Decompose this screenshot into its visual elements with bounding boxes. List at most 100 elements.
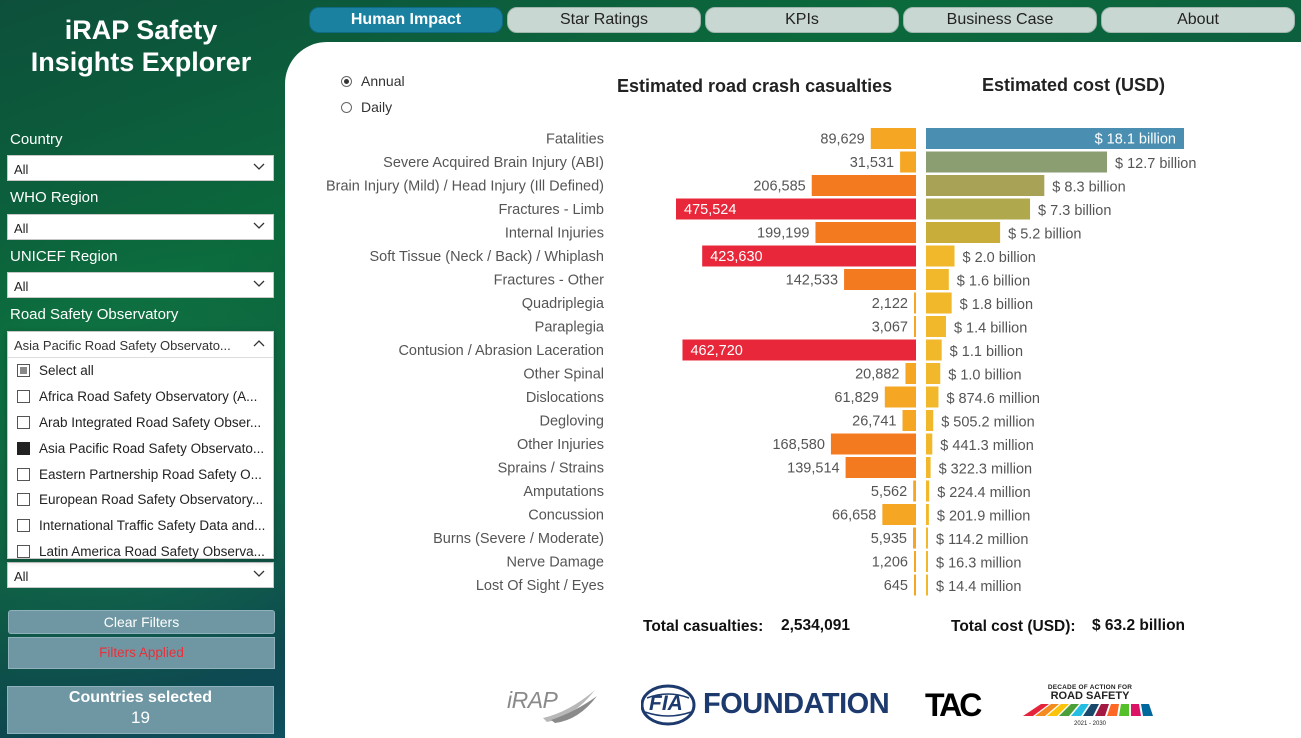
casualty-bar[interactable] [882,504,916,525]
casualty-value-label: 66,658 [832,508,876,524]
country-select-value: All [14,162,29,177]
cost-bar[interactable] [926,245,955,267]
cost-bar[interactable] [926,504,929,525]
checkbox-icon[interactable] [17,415,30,429]
country-select[interactable]: All [7,155,274,181]
category-label: Quadriplegia [522,296,605,312]
observatory-option[interactable]: Select all [8,358,273,384]
casualty-bar[interactable] [913,527,916,549]
cost-bar[interactable] [926,339,942,361]
total-casualties-label: Total casualties: [643,618,764,635]
cost-bar[interactable] [926,386,939,408]
checkbox-icon[interactable] [17,364,30,378]
casualty-value-label: 2,122 [872,296,908,312]
casualty-value-label: 206,585 [753,179,805,195]
casualty-bar[interactable] [902,410,916,431]
casualty-value-label: 5,562 [871,484,907,500]
cost-bar[interactable] [926,433,933,455]
cost-bar[interactable] [926,128,1184,149]
tab-kpis[interactable]: KPIs [705,7,899,33]
fia-foundation-text: FOUNDATION [703,688,890,720]
casualty-bar[interactable] [815,222,916,243]
cost-bar[interactable] [926,527,928,549]
app-title-line1: iRAP Safety [64,15,218,45]
observatory-option[interactable]: European Road Safety Observatory... [8,487,273,513]
tac-logo: TAC [925,687,995,723]
cost-bar[interactable] [926,574,928,596]
casualty-bar[interactable] [702,245,916,267]
observatory-option[interactable]: Eastern Partnership Road Safety O... [8,461,273,487]
main-panel: Annual Daily Estimated road crash casual… [285,42,1301,738]
casualty-bar[interactable] [913,480,916,502]
observatory-option[interactable]: Arab Integrated Road Safety Obser... [8,410,273,436]
observatory-select[interactable]: Asia Pacific Road Safety Observato... [8,332,273,358]
tab-star-ratings[interactable]: Star Ratings [507,7,701,33]
cost-bar[interactable] [926,222,1001,243]
radio-daily[interactable]: Daily [341,99,392,115]
countries-selected-label: Countries selected [68,689,213,706]
observatory-option[interactable]: Latin America Road Safety Observa... [8,539,273,565]
cost-value-label: $ 16.3 million [936,556,1021,572]
casualty-bar[interactable] [900,151,916,173]
casualty-bar[interactable] [676,198,916,220]
cost-bar[interactable] [926,175,1045,196]
casualty-bar[interactable] [844,269,916,290]
casualties-chart-title: Estimated road crash casualties [617,76,893,96]
casualty-bar[interactable] [830,433,916,455]
checkbox-icon[interactable] [17,519,30,533]
casualty-bar[interactable] [884,386,916,408]
app-title-line2: Insights Explorer [30,47,252,77]
checkbox-icon[interactable] [17,467,30,481]
cost-value-label: $ 322.3 million [939,462,1033,478]
cost-bar[interactable] [926,480,930,502]
cost-bar[interactable] [926,151,1108,173]
cost-bar[interactable] [926,363,941,384]
observatory-dropdown[interactable]: Asia Pacific Road Safety Observato... Se… [7,331,274,559]
casualty-bar[interactable] [682,339,916,361]
cost-value-label: $ 441.3 million [940,438,1033,454]
clear-filters-button[interactable]: Clear Filters [8,610,275,634]
casualty-value-label: 20,882 [855,367,899,383]
observatory-option[interactable]: International Traffic Safety Data and... [8,513,273,539]
observatory-option-label: Select all [39,363,94,379]
checkbox-icon[interactable] [17,544,30,558]
cost-bar[interactable] [926,269,949,290]
observatory-option[interactable]: Asia Pacific Road Safety Observato... [8,435,273,461]
category-label: Degloving [540,414,605,430]
checkbox-icon[interactable] [17,390,30,404]
casualty-bar[interactable] [914,574,916,596]
tab-business-case[interactable]: Business Case [903,7,1097,33]
casualty-bar[interactable] [905,363,916,384]
casualty-bar[interactable] [914,551,916,572]
unicef-region-select[interactable]: All [7,272,274,298]
tac-logo-text: TAC [925,687,982,723]
radio-annual-label: Annual [361,73,405,89]
cost-bar[interactable] [926,292,952,314]
tab-about[interactable]: About [1101,7,1295,33]
radio-annual[interactable]: Annual [341,73,405,89]
casualty-value-label: 168,580 [772,437,824,453]
cost-bar[interactable] [926,410,934,431]
cost-bar[interactable] [926,551,928,572]
radio-dot-icon [341,75,352,87]
observatory-option[interactable]: Africa Road Safety Observatory (A... [8,384,273,410]
casualty-bar[interactable] [845,457,916,478]
casualty-bar[interactable] [870,128,916,149]
cost-bar[interactable] [926,316,946,337]
casualty-bar[interactable] [914,316,916,337]
radio-dot-icon [341,101,352,113]
casualty-bar[interactable] [811,175,916,196]
checkbox-icon[interactable] [17,441,30,455]
decade-years: 2021 - 2030 [1073,721,1107,727]
cost-bar[interactable] [926,457,931,478]
who-region-select[interactable]: All [7,214,274,240]
checkbox-icon[interactable] [17,493,30,507]
category-label: Burns (Severe / Moderate) [433,531,604,547]
tab-human-impact[interactable]: Human Impact [309,7,503,33]
cost-value-label: $ 7.3 billion [1038,203,1111,219]
cost-bar[interactable] [926,198,1031,220]
casualty-value-label: 3,067 [872,320,908,336]
filters-applied-indicator: Filters Applied [8,637,275,669]
casualty-bar[interactable] [914,292,916,314]
hidden-select[interactable]: All [7,562,274,588]
